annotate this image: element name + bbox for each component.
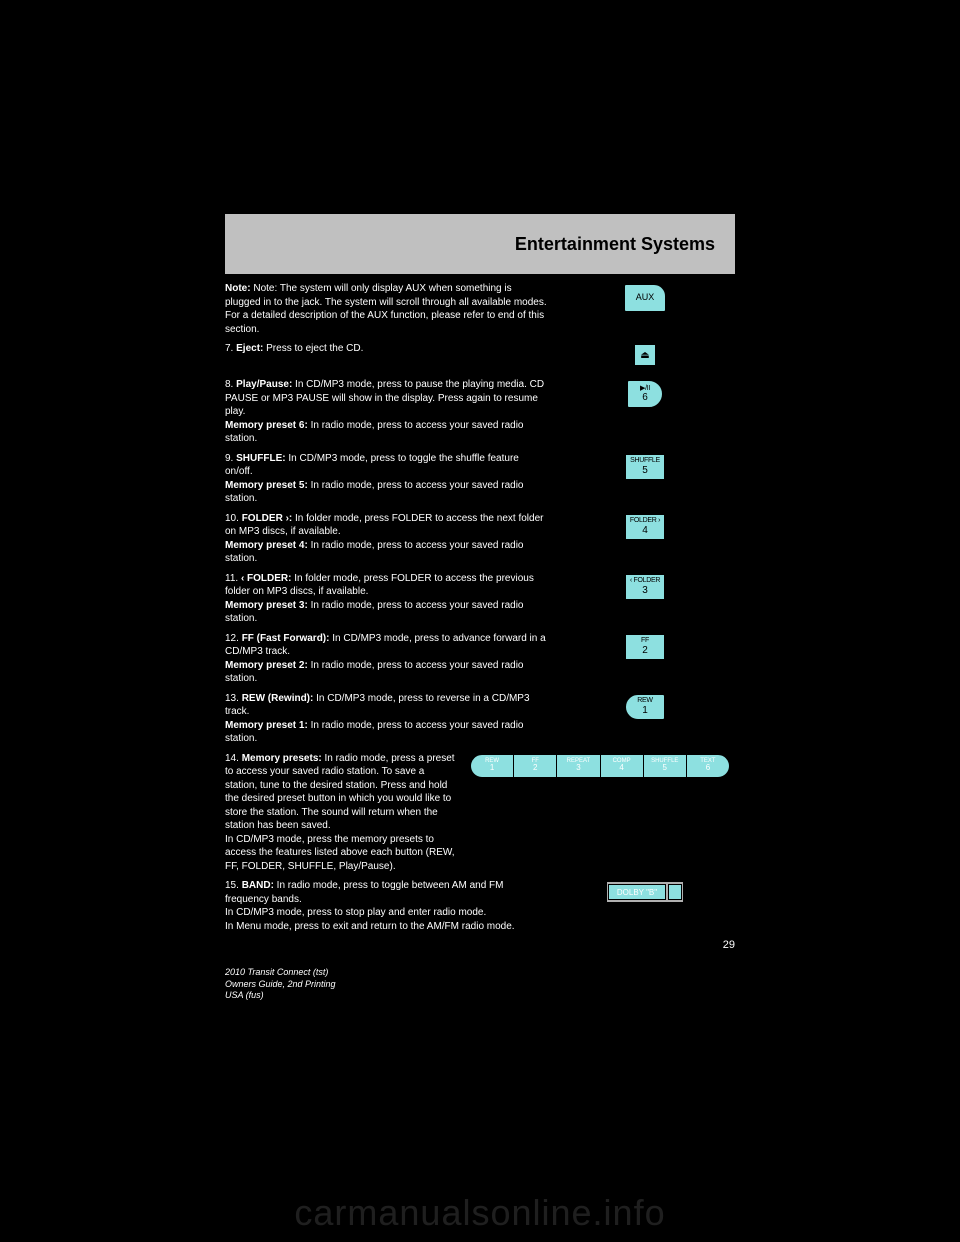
preset-4-label: 4 (642, 525, 648, 536)
item-ff: 12. FF (Fast Forward): In CD/MP3 mode, p… (225, 632, 735, 686)
item-shuffle: 9. SHUFFLE: In CD/MP3 mode, press to tog… (225, 452, 735, 506)
dolby-side (668, 884, 682, 900)
section-title: Entertainment Systems (515, 234, 715, 255)
watermark: carmanualsonline.info (0, 1192, 960, 1234)
strip-rew[interactable]: REW1 (471, 755, 514, 777)
preset-strip[interactable]: REW1 FF2 REPEAT3 COMP4 SHUFFLE5 TEXT6 (470, 754, 730, 778)
text-ff: 12. FF (Fast Forward): In CD/MP3 mode, p… (225, 632, 555, 686)
aux-note-text: Note: The system will only display AUX w… (225, 283, 547, 335)
folder-next-label: FOLDER › (630, 517, 660, 525)
eject-button[interactable]: ⏏ (634, 344, 656, 366)
ff-label: FF (641, 637, 649, 645)
strip-shuffle[interactable]: SHUFFLE5 (644, 755, 687, 777)
aux-label: AUX (636, 293, 655, 303)
folder-next-button[interactable]: FOLDER › 4 (625, 514, 665, 540)
preset-5-label: 5 (642, 465, 648, 476)
section-header: Entertainment Systems (225, 214, 735, 274)
item-eject: 7. Eject: Press to eject the CD. ⏏ (225, 342, 735, 372)
page-content: Note: Note: The system will only display… (225, 274, 735, 1002)
page-number: 29 (225, 939, 735, 951)
strip-text[interactable]: TEXT6 (687, 755, 729, 777)
item-folder-prev: 11. ‹ FOLDER: In folder mode, press FOLD… (225, 572, 735, 626)
play-pause-button[interactable]: ▶/II 6 (627, 380, 663, 408)
shuffle-button[interactable]: SHUFFLE 5 (625, 454, 665, 480)
strip-comp[interactable]: COMP4 (601, 755, 644, 777)
strip-repeat[interactable]: REPEAT3 (557, 755, 600, 777)
rew-button[interactable]: REW 1 (625, 694, 665, 720)
dolby-button[interactable]: DOLBY "B" (606, 881, 684, 903)
text-rew: 13. REW (Rewind): In CD/MP3 mode, press … (225, 692, 555, 746)
eject-icon: ⏏ (640, 350, 649, 361)
text-eject: 7. Eject: Press to eject the CD. (225, 342, 555, 356)
dolby-label: DOLBY "B" (617, 888, 657, 897)
shuffle-label: SHUFFLE (630, 457, 660, 465)
text-aux-note: Note: Note: The system will only display… (225, 282, 555, 336)
text-presets: 14. Memory presets: In radio mode, press… (225, 752, 465, 874)
item-band: 15. BAND: In radio mode, press to toggle… (225, 879, 735, 933)
preset-2-label: 2 (642, 645, 648, 656)
text-folder-next: 10. FOLDER ›: In folder mode, press FOLD… (225, 512, 555, 566)
item-presets: 14. Memory presets: In radio mode, press… (225, 752, 735, 874)
preset-1-label: 1 (642, 705, 648, 716)
manual-page: Entertainment Systems Note: Note: The sy… (225, 214, 735, 1176)
aux-button[interactable]: AUX (624, 284, 666, 312)
text-play: 8. Play/Pause: In CD/MP3 mode, press to … (225, 378, 555, 446)
folder-prev-button[interactable]: ‹ FOLDER 3 (625, 574, 665, 600)
strip-ff[interactable]: FF2 (514, 755, 557, 777)
folder-prev-label: ‹ FOLDER (630, 577, 660, 585)
item-folder-next: 10. FOLDER ›: In folder mode, press FOLD… (225, 512, 735, 566)
text-folder-prev: 11. ‹ FOLDER: In folder mode, press FOLD… (225, 572, 555, 626)
item-aux-note: Note: Note: The system will only display… (225, 282, 735, 336)
preset-3-label: 3 (642, 585, 648, 596)
ff-button[interactable]: FF 2 (625, 634, 665, 660)
item-play-pause: 8. Play/Pause: In CD/MP3 mode, press to … (225, 378, 735, 446)
play-icon: ▶/II (640, 385, 650, 393)
preset-6-label: 6 (642, 392, 648, 403)
item-rew: 13. REW (Rewind): In CD/MP3 mode, press … (225, 692, 735, 746)
rew-label: REW (637, 697, 652, 705)
footer: 2010 Transit Connect (tst) Owners Guide,… (225, 967, 735, 1002)
text-band: 15. BAND: In radio mode, press to toggle… (225, 879, 555, 933)
text-shuffle: 9. SHUFFLE: In CD/MP3 mode, press to tog… (225, 452, 555, 506)
